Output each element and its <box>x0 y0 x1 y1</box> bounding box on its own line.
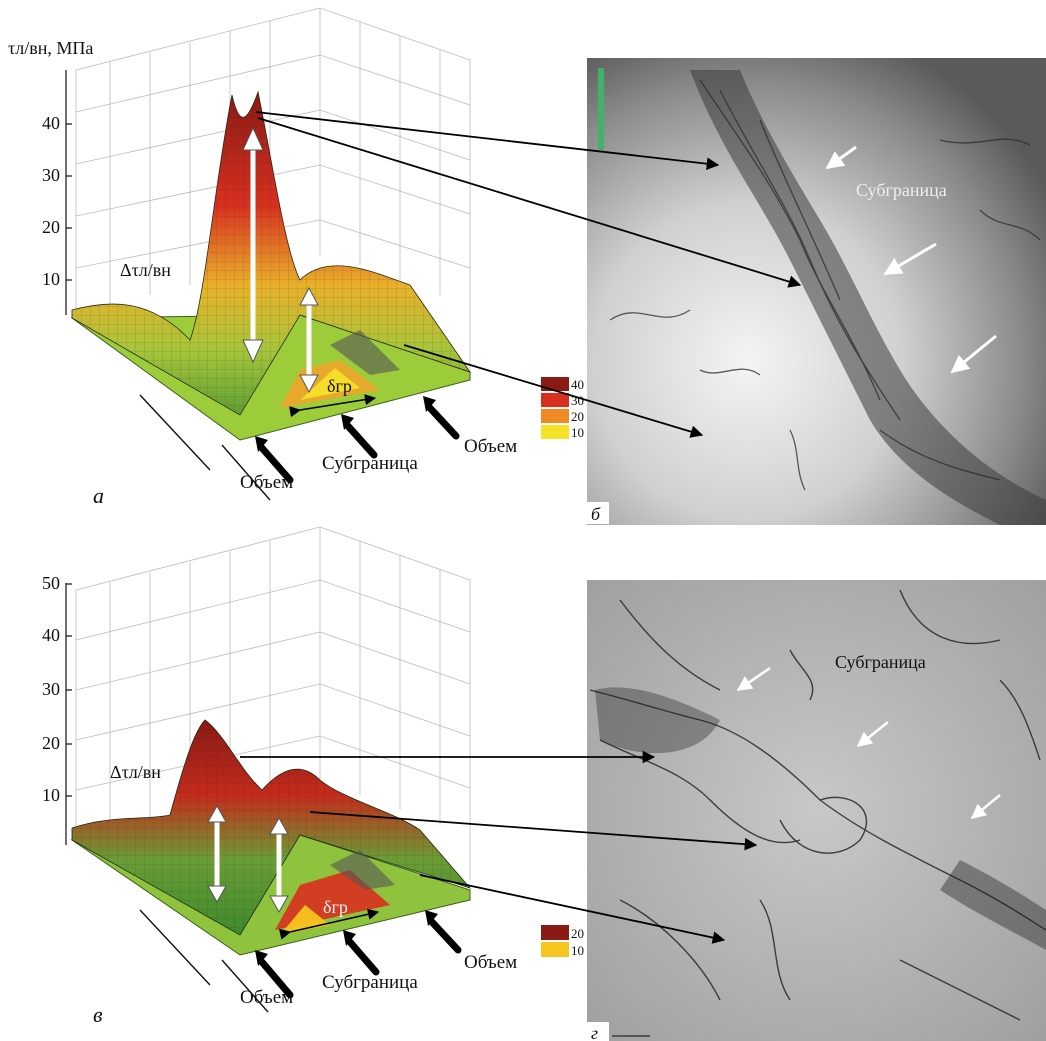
ytick: 10 <box>42 269 60 289</box>
panel-v-plot: 10 20 30 40 50 δгр Δτл/вн <box>42 526 584 1027</box>
delta-gr-label: δгр <box>327 376 352 396</box>
y-axis-label: τл/вн, МПа <box>8 38 93 58</box>
ytick: 20 <box>42 733 60 753</box>
panel-letter-a: а <box>93 483 104 508</box>
ytick: 10 <box>42 785 60 805</box>
panel-a-plot: 10 20 30 40 τл/вн, МПа δгр Δτл/вн <box>8 7 584 508</box>
legend-item: 10 <box>571 425 584 440</box>
pointer-arrow <box>426 404 460 440</box>
label-obem-left: Объем <box>240 987 293 1008</box>
ytick: 30 <box>42 165 60 185</box>
panel-b-micrograph: Субграница б <box>587 58 1046 525</box>
legend-item: 40 <box>571 377 584 392</box>
label-obem-right: Объем <box>464 952 517 973</box>
connector-arrows-v <box>240 750 758 944</box>
ytick: 40 <box>42 113 60 133</box>
label-obem-right: Объем <box>464 436 517 457</box>
pointer-arrow <box>258 444 294 484</box>
label-subgranica: Субграница <box>322 972 418 993</box>
legend-item: 20 <box>571 926 584 941</box>
ytick: 40 <box>42 625 60 645</box>
legend-a: 40 30 20 10 <box>541 377 584 440</box>
label-subgranica-b: Субграница <box>856 180 947 200</box>
label-subgranica-g: Субграница <box>835 652 926 672</box>
panel-letter-g: г <box>591 1023 598 1041</box>
connector-arrows-a <box>255 111 802 438</box>
label-subgranica: Субграница <box>322 453 418 474</box>
legend-v: 20 10 <box>541 925 584 958</box>
ytick: 50 <box>42 573 60 593</box>
label-obem-left: Объем <box>240 472 293 493</box>
panel-letter-b: б <box>591 504 601 524</box>
legend-item: 20 <box>571 409 584 424</box>
delta-gr-label: δгр <box>323 897 348 917</box>
pointer-arrow <box>344 422 378 459</box>
delta-tau-label: Δτл/вн <box>120 260 171 280</box>
delta-tau-label: Δτл/вн <box>110 762 161 782</box>
ytick: 30 <box>42 679 60 699</box>
panel-letter-v: в <box>93 1002 103 1027</box>
ytick: 20 <box>42 217 60 237</box>
legend-item: 10 <box>571 943 584 958</box>
panel-g-micrograph: Субграница г <box>587 580 1046 1041</box>
